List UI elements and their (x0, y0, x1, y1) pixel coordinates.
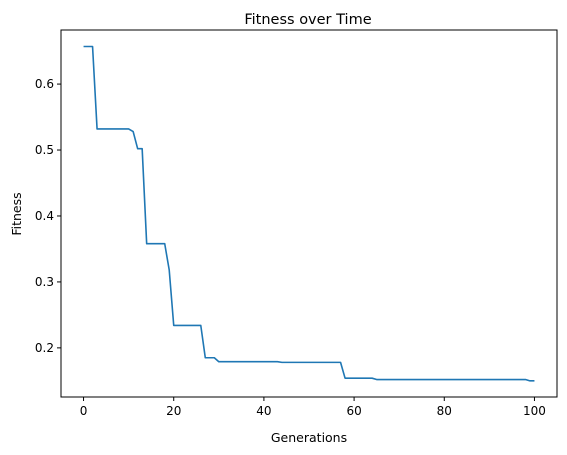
plot-frame (60, 29, 558, 398)
x-tick-label: 80 (437, 404, 452, 418)
x-tick-label: 100 (523, 404, 546, 418)
y-tick-label: 0.6 (35, 77, 54, 91)
x-axis-label: Generations (271, 430, 347, 445)
fitness-series-line (83, 45, 535, 382)
y-tick-label: 0.5 (35, 143, 54, 157)
x-tick-label: 0 (80, 404, 88, 418)
y-tick-label: 0.2 (35, 341, 54, 355)
x-tick-label: 40 (256, 404, 271, 418)
y-axis-label: Fitness (9, 192, 24, 235)
x-axis: 0 20 40 60 80 100 (80, 397, 546, 418)
y-axis: 0.2 0.3 0.4 0.5 0.6 (35, 77, 61, 355)
plot-area: 0 20 40 60 80 100 0.2 0.3 0.4 0.5 0.6 (35, 29, 558, 418)
y-tick-label: 0.3 (35, 275, 54, 289)
series-layer (83, 45, 535, 382)
y-tick-label: 0.4 (35, 209, 54, 223)
x-tick-label: 20 (166, 404, 181, 418)
chart-title: Fitness over Time (244, 12, 371, 28)
x-tick-label: 60 (346, 404, 361, 418)
